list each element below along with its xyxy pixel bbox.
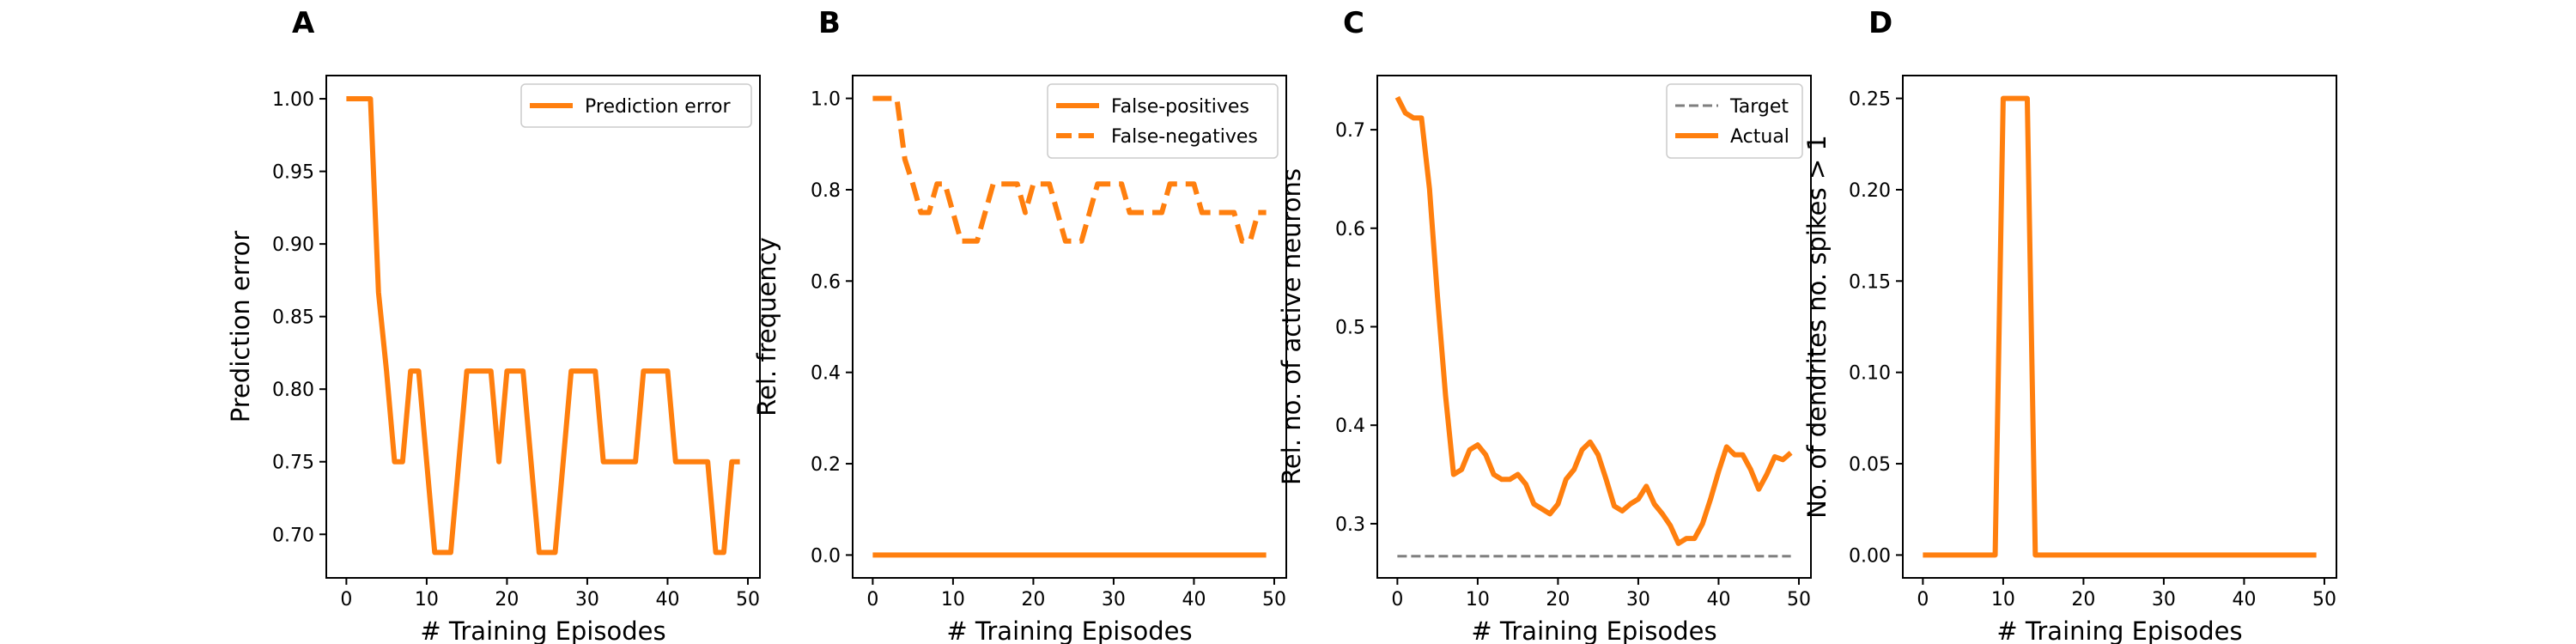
x-tick-label: 50 [1787, 589, 1811, 611]
y-axis-label: Rel. no. of active neurons [1277, 168, 1306, 485]
x-tick-label: 10 [1466, 589, 1490, 611]
y-tick-label: 0.5 [1335, 318, 1365, 339]
y-tick-label: 0.80 [272, 380, 314, 401]
x-tick-label: 40 [1182, 589, 1206, 611]
y-tick-label: 0.6 [1335, 219, 1365, 240]
y-tick-label: 0.00 [1849, 545, 1891, 567]
y-tick-label: 0.6 [811, 271, 841, 293]
y-tick-label: 0.20 [1849, 180, 1891, 202]
legend-box [1047, 83, 1279, 159]
x-tick-label: 30 [2152, 589, 2176, 611]
x-axis-label: # Training Episodes [420, 617, 665, 644]
plot-frame [1902, 75, 2337, 579]
y-tick-label: 0.2 [811, 454, 841, 476]
x-tick-label: 50 [1262, 589, 1286, 611]
y-tick-label: 0.8 [811, 180, 841, 202]
y-tick-label: 0.90 [272, 234, 314, 256]
x-tick-label: 10 [941, 589, 965, 611]
y-tick-label: 0.10 [1849, 363, 1891, 385]
panel-letter: B [818, 6, 841, 40]
y-tick-label: 0.0 [811, 545, 841, 567]
x-tick-label: 20 [2071, 589, 2095, 611]
x-tick-label: 30 [1626, 589, 1650, 611]
plot-frame [325, 75, 761, 579]
y-tick-label: 0.95 [272, 162, 314, 184]
panel-d: D 0 10 20 30 40 50 0.00 0.05 0.10 0.15 0.20 0.25 # Tr… [1802, 6, 2337, 644]
x-tick-label: 20 [495, 589, 519, 611]
series-line-dendrite-spikes [1923, 95, 2317, 558]
plot-frame [852, 75, 1287, 579]
legend-entry: False-positives [1111, 96, 1249, 118]
panel-c: C 0 10 20 30 40 50 0.3 0.4 0.5 0.6 0.7 # Training Ep… [1277, 6, 1812, 644]
x-tick-label: 40 [2232, 589, 2256, 611]
y-tick-label: 1.00 [272, 89, 314, 111]
x-axis-label: # Training Episodes [1996, 617, 2242, 644]
x-tick-label: 0 [866, 589, 878, 611]
x-axis-label: # Training Episodes [1471, 617, 1716, 644]
x-tick-label: 30 [1102, 589, 1126, 611]
series-line-false-negatives [872, 95, 1267, 244]
x-tick-label: 10 [1991, 589, 2015, 611]
y-tick-label: 0.25 [1849, 89, 1891, 111]
y-tick-label: 0.15 [1849, 271, 1891, 293]
panel-letter: A [292, 6, 315, 40]
x-tick-label: 20 [1021, 589, 1045, 611]
x-tick-label: 10 [415, 589, 439, 611]
series-line-actual [1394, 95, 1793, 546]
x-tick-label: 40 [1706, 589, 1730, 611]
panel-letter: C [1343, 6, 1364, 40]
y-tick-label: 0.05 [1849, 454, 1891, 476]
x-axis-label: # Training Episodes [946, 617, 1192, 644]
y-axis-label: No. of dendrites no. spikes > 1 [1802, 135, 1832, 519]
legend-entry: Target [1729, 96, 1789, 118]
y-tick-label: 0.75 [272, 453, 314, 474]
legend-entry: Actual [1730, 126, 1789, 148]
y-tick-label: 0.4 [811, 363, 841, 385]
y-tick-label: 0.4 [1335, 416, 1365, 437]
legend-box [520, 83, 752, 128]
x-tick-label: 50 [2312, 589, 2336, 611]
legend-entry: Prediction error [585, 96, 731, 118]
x-tick-label: 20 [1546, 589, 1570, 611]
y-tick-label: 0.85 [272, 307, 314, 329]
legend-entry: False-negatives [1111, 126, 1258, 148]
panel-b: B 0 10 20 30 40 50 0.0 0.2 0.4 0.6 0.8 1.0 # Training… [752, 6, 1287, 644]
x-tick-label: 0 [1391, 589, 1403, 611]
legend-box [1666, 83, 1803, 159]
y-tick-label: 0.70 [272, 525, 314, 546]
y-tick-label: 0.3 [1335, 514, 1365, 536]
y-tick-label: 1.0 [811, 89, 841, 111]
panel-a: A 0 10 20 30 40 50 0.70 0.75 0.80 0.85 0.90 0.95 1.00… [226, 6, 761, 644]
y-axis-label: Prediction error [226, 231, 255, 423]
x-tick-label: 30 [575, 589, 599, 611]
x-tick-label: 0 [1917, 589, 1929, 611]
x-tick-label: 50 [736, 589, 760, 611]
x-tick-label: 0 [340, 589, 352, 611]
series-line-prediction-error [346, 96, 740, 556]
x-tick-label: 40 [655, 589, 679, 611]
y-axis-label: Rel. frequency [752, 237, 781, 416]
y-tick-label: 0.7 [1335, 120, 1365, 142]
panel-letter: D [1868, 6, 1893, 40]
